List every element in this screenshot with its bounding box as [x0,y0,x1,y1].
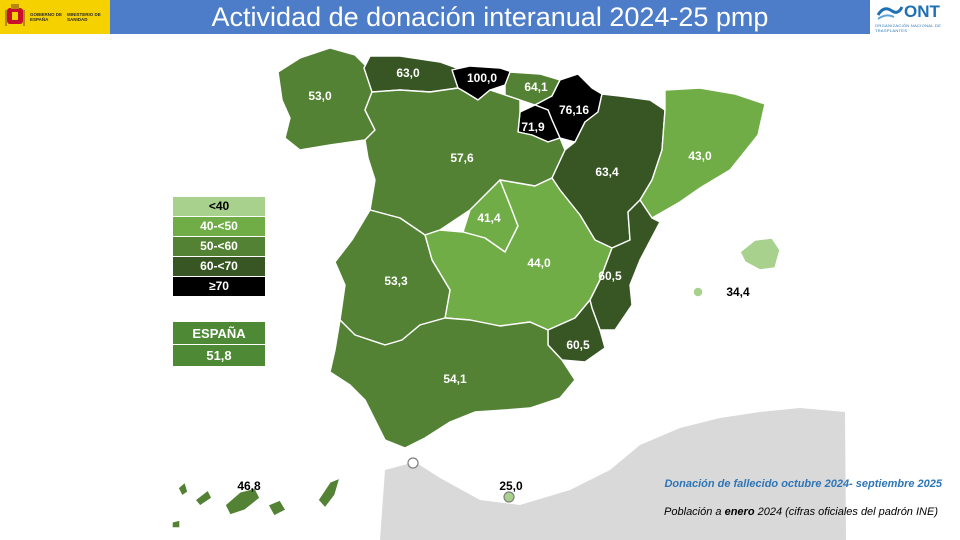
gov-logo-line1: GOBIERNO DE ESPAÑA [30,12,63,22]
label-cantabria: 100,0 [467,71,497,85]
label-canarias: 46,8 [237,479,261,493]
label-valencia: 60,5 [598,269,622,283]
government-logo: GOBIERNO DE ESPAÑA MINISTERIO DE SANIDAD [0,0,110,34]
population-note-bold: enero [724,506,755,518]
coat-of-arms-icon [5,4,25,26]
header-bar: GOBIERNO DE ESPAÑA MINISTERIO DE SANIDAD… [0,0,960,34]
legend-item-50-60: 50-<60 [173,237,265,257]
region-cataluna[interactable] [639,87,766,219]
region-canarias-fuerteventura [317,477,341,509]
population-note-suffix: 2024 (cifras oficiales del padrón INE) [754,506,938,518]
label-aragon: 63,4 [595,165,619,179]
region-canarias-hierro [171,519,181,529]
label-castilla-leon: 57,6 [450,151,474,165]
color-legend: <40 40-<50 50-<60 60-<70 ≥70 [173,197,265,297]
spain-label: ESPAÑA [173,322,265,345]
region-canarias-tenerife [194,489,213,507]
label-baleares: 34,4 [726,285,750,299]
legend-item-60-70: 60-<70 [173,257,265,277]
region-canarias-gran-canaria [267,499,287,517]
period-note: Donación de fallecido octubre 2024- sept… [664,478,942,490]
label-castilla-la-mancha: 44,0 [527,256,551,270]
north-africa-land [380,408,846,540]
label-navarra: 76,16 [559,103,589,117]
ont-logo: ONT ORGANIZACIÓN NACIONAL DE TRASPLANTES [870,0,960,34]
label-madrid: 41,4 [477,211,501,225]
label-murcia: 60,5 [566,338,590,352]
label-andalucia: 54,1 [443,372,467,386]
region-baleares[interactable] [739,237,781,271]
ont-logo-subtitle: ORGANIZACIÓN NACIONAL DE TRASPLANTES [875,23,942,33]
ont-swirl-icon [876,6,904,20]
label-cataluna: 43,0 [688,149,712,163]
region-ceuta[interactable] [407,457,419,469]
label-asturias: 63,0 [396,66,420,80]
page-title: Actividad de donación interanual 2024-25… [211,2,769,32]
region-canarias[interactable] [224,487,261,516]
label-la-rioja: 71,9 [521,120,545,134]
label-melilla: 25,0 [499,479,523,493]
label-pais-vasco: 64,1 [524,80,548,94]
region-andalucia[interactable] [329,317,576,449]
legend-item-lt40: <40 [173,197,265,217]
gov-logo-line2: MINISTERIO DE SANIDAD [67,12,101,22]
spain-map: 53,0 63,0 100,0 64,1 76,16 71,9 57,6 63,… [171,47,846,540]
legend-item-ge70: ≥70 [173,277,265,297]
spain-total-box: ESPAÑA 51,8 [173,322,265,366]
region-melilla[interactable] [503,491,515,503]
region-baleares-small-island [692,286,704,298]
region-canarias-la-palma [177,481,189,497]
label-galicia: 53,0 [308,89,332,103]
label-extremadura: 53,3 [384,274,408,288]
population-note-prefix: Población a [664,506,725,518]
legend-item-40-50: 40-<50 [173,217,265,237]
ont-logo-name: ONT [904,2,940,21]
population-note: Población a enero 2024 (cifras oficiales… [560,506,938,518]
spain-value: 51,8 [206,348,232,363]
